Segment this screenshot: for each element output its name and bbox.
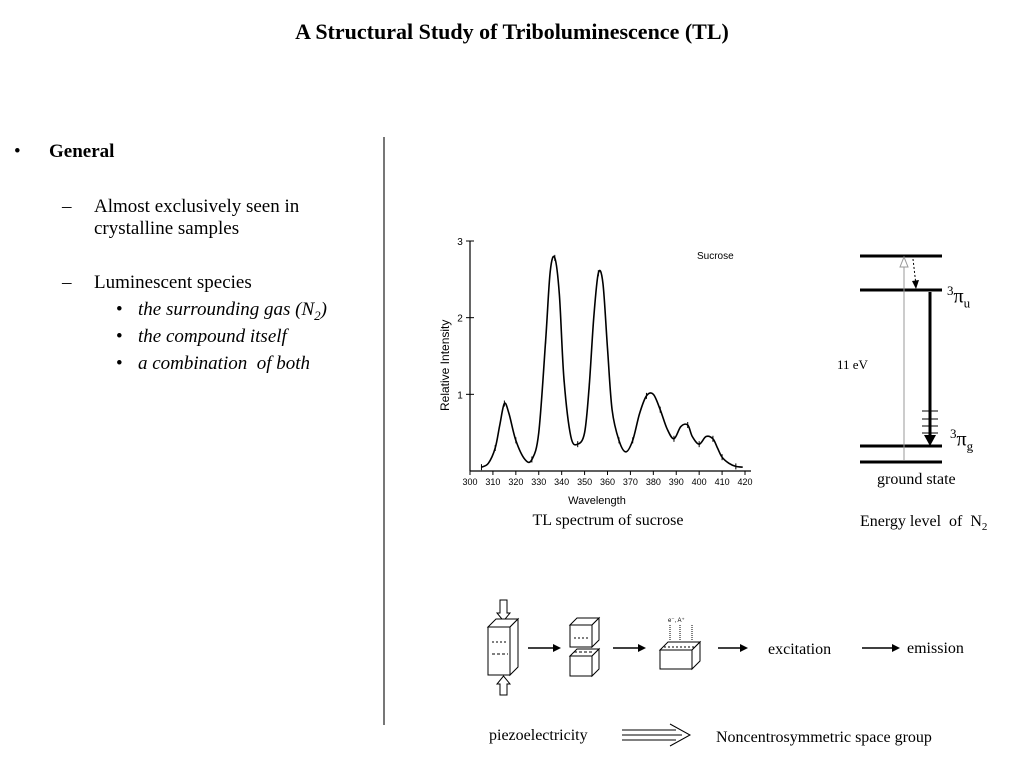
relaxation-arrowhead xyxy=(912,280,919,289)
page-title: A Structural Study of Triboluminescence … xyxy=(295,19,729,44)
implies-arrow-icon xyxy=(622,723,692,747)
subitem-marker: • xyxy=(116,326,123,347)
piezoelectricity-label: piezoelectricity xyxy=(489,727,588,744)
spectrum-caption: TL spectrum of sucrose xyxy=(532,512,684,529)
fractured-crystal-icon xyxy=(568,616,601,678)
upper-state-label: 3πu xyxy=(947,283,971,311)
x-tick-label: 380 xyxy=(646,477,661,487)
list-item: Almost exclusively seen in crystalline s… xyxy=(94,196,300,239)
list-item: Luminescent species xyxy=(94,272,252,293)
x-tick-label: 410 xyxy=(715,477,730,487)
arrow-right-icon xyxy=(862,644,900,652)
item-marker: – xyxy=(62,272,72,293)
x-ticks: 300 310 320 330 340 350 360 370 380 390 400 410 420 xyxy=(462,471,753,487)
y-ticks: 1 2 3 xyxy=(457,237,474,401)
fracture-process-diagram: e⁻, A⁺ xyxy=(486,599,748,696)
y-tick-label: 2 xyxy=(457,314,463,325)
x-tick-label: 340 xyxy=(554,477,569,487)
x-tick-label: 370 xyxy=(623,477,638,487)
ground-state-label: ground state xyxy=(877,471,956,488)
x-tick-label: 400 xyxy=(692,477,707,487)
energy-caption: Energy level of N2 xyxy=(860,513,988,534)
charged-surface-icon: e⁻, A⁺ xyxy=(658,617,702,671)
chart-xlabel: Wavelength xyxy=(568,495,626,507)
bullet-marker: • xyxy=(14,141,21,162)
press-arrow-up-icon xyxy=(495,675,512,696)
particles-label: e⁻, A⁺ xyxy=(668,617,685,624)
emission-label: emission xyxy=(907,640,964,657)
series-line-sucrose xyxy=(481,255,743,468)
chart-ylabel: Relative Intensity xyxy=(438,320,452,411)
excitation-label: excitation xyxy=(768,641,832,658)
x-tick-label: 350 xyxy=(577,477,592,487)
chart-axes xyxy=(469,241,751,472)
data-points xyxy=(480,254,737,471)
space-group-label: Noncentrosymmetric space group xyxy=(716,729,932,746)
spectrum-chart: 1 2 3 300 310 320 330 340 350 360 370 380 390 400 410… xyxy=(438,237,753,507)
y-tick-label: 1 xyxy=(457,390,463,401)
lower-state-label: 3πg xyxy=(950,426,974,454)
press-arrow-down-icon xyxy=(495,599,512,622)
list-subitem: a combination of both xyxy=(138,353,311,374)
x-tick-label: 420 xyxy=(737,477,752,487)
excitation-arrowhead xyxy=(899,255,909,268)
x-tick-label: 320 xyxy=(508,477,523,487)
subitem-marker: • xyxy=(116,299,123,320)
energy-gap-label: 11 eV xyxy=(837,357,868,372)
crystal-block-icon xyxy=(486,617,520,677)
emission-arrowhead xyxy=(924,435,936,446)
list-subitem: the compound itself xyxy=(138,326,287,347)
item-marker: – xyxy=(62,196,72,217)
energy-level-diagram xyxy=(860,254,942,464)
chart-series-label: Sucrose xyxy=(697,251,734,262)
list-subitem: the surrounding gas (N2) xyxy=(138,299,327,323)
x-tick-label: 310 xyxy=(485,477,500,487)
vertical-divider xyxy=(383,137,385,725)
bullet-heading: General xyxy=(49,141,115,162)
x-tick-label: 360 xyxy=(600,477,615,487)
x-tick-label: 390 xyxy=(669,477,684,487)
x-tick-label: 300 xyxy=(462,477,477,487)
subitem-marker: • xyxy=(116,353,123,374)
y-tick-label: 3 xyxy=(457,237,463,248)
x-tick-label: 330 xyxy=(531,477,546,487)
